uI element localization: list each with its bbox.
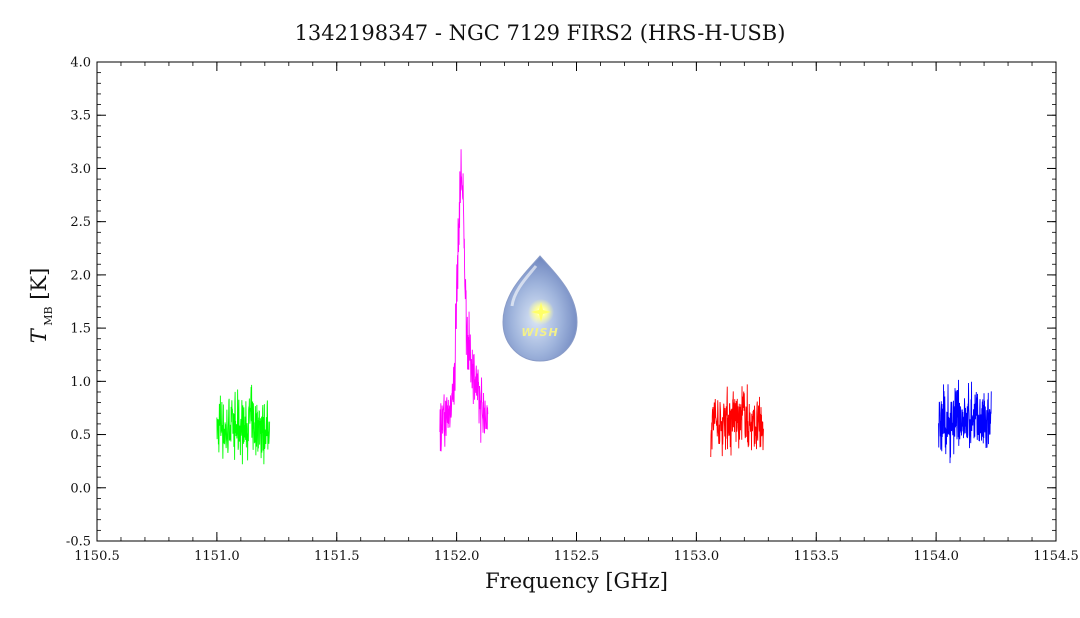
y-tick-label: 0.5 [70,428,91,443]
x-axis-label: Frequency [GHz] [485,569,668,593]
x-tick-label: 1152.0 [434,549,480,564]
wish-logo: WISH [502,255,578,362]
y-tick-label: 0.0 [70,481,91,496]
y-tick-label: 3.0 [70,162,91,177]
y-tick-label: 1.0 [70,375,91,390]
plot-area: 1150.5 1151.0 1151.5 1152.0 1152.5 1153.0 1153… [27,56,1079,594]
x-tick-label: 1154.0 [913,549,959,564]
x-tick-label: 1154.5 [1033,549,1079,564]
y-tick-label: -0.5 [66,535,91,550]
x-tick-label: 1151.0 [194,549,240,564]
y-tick-label: 2.5 [70,215,91,230]
y-tick-label: 1.5 [70,322,91,337]
x-tick-label: 1153.0 [674,549,720,564]
wish-logo-text: WISH [521,326,558,339]
y-axis-label: T MB [K] [27,268,55,344]
series-2-line [439,149,489,452]
x-tick-label: 1152.5 [554,549,600,564]
x-tick-label: 1150.5 [74,549,120,564]
series-3-line [710,384,764,457]
x-tick-label: 1153.5 [794,549,840,564]
y-tick-label: 2.0 [70,268,91,283]
x-tick-label: 1151.5 [314,549,360,564]
series-4-line [938,379,992,464]
series-1-line [216,384,271,465]
y-tick-label: 3.5 [70,109,91,124]
y-tick-label: 4.0 [70,56,91,71]
plot-frame [96,61,1057,542]
chart-title: 1342198347 - NGC 7129 FIRS2 (HRS-H-USB) [295,21,786,45]
